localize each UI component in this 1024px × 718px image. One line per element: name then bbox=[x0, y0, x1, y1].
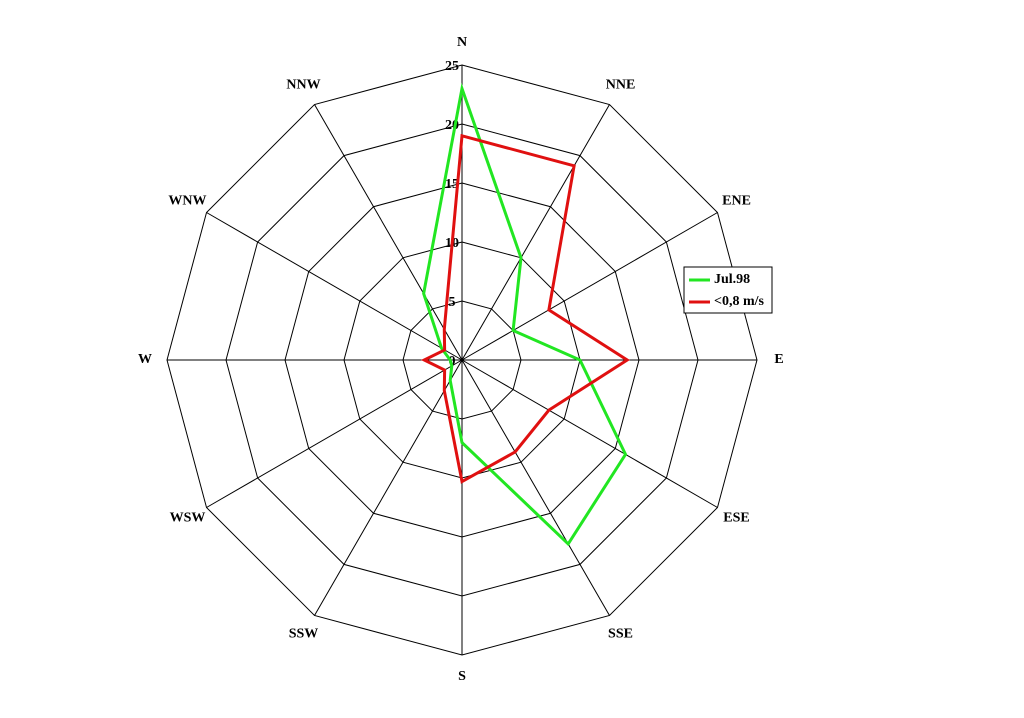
spoke bbox=[314, 104, 463, 361]
spoke bbox=[461, 104, 610, 361]
axis-label: N bbox=[457, 35, 467, 50]
axis-label: NNW bbox=[286, 78, 320, 93]
axis-label: S bbox=[458, 669, 466, 684]
legend-box bbox=[683, 266, 773, 314]
axis-label: SSW bbox=[289, 627, 319, 642]
r-tick-label: 15 bbox=[445, 177, 459, 192]
spoke bbox=[461, 359, 610, 616]
axis-label: WNW bbox=[168, 194, 206, 209]
legend-label: <0,8 m/s bbox=[714, 294, 765, 309]
axis-label: ENE bbox=[722, 194, 751, 209]
axis-label: W bbox=[138, 352, 152, 367]
spoke bbox=[461, 359, 718, 508]
spoke bbox=[206, 212, 463, 361]
spoke bbox=[314, 359, 463, 616]
series-line bbox=[420, 133, 630, 484]
axis-label: WSW bbox=[170, 511, 206, 526]
r-tick-label: 25 bbox=[445, 59, 459, 74]
legend-label: Jul.98 bbox=[714, 272, 750, 287]
spoke bbox=[206, 359, 463, 508]
legend: Jul.98 <0,8 m/s bbox=[683, 266, 773, 314]
r-tick-label: 5 bbox=[449, 295, 456, 310]
axis-label: SSE bbox=[608, 627, 633, 642]
series-line bbox=[422, 82, 628, 547]
axis-label: ESE bbox=[723, 511, 749, 526]
axis-label: E bbox=[774, 352, 783, 367]
axis-label: NNE bbox=[606, 78, 636, 93]
spoke bbox=[461, 212, 718, 361]
